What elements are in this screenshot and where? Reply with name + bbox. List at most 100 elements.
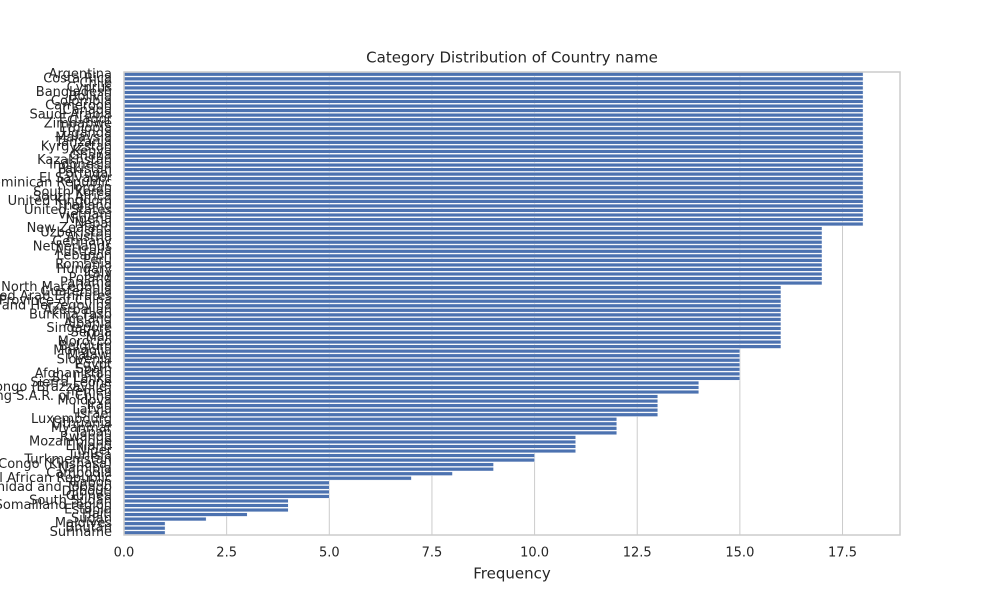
y-tick-label: Trinidad and Tobago xyxy=(0,480,112,495)
x-tick-label: 12.5 xyxy=(623,546,652,561)
y-tick-label: Costa Rica xyxy=(43,71,112,86)
y-tick-label: Italy xyxy=(84,266,113,281)
bar xyxy=(123,203,864,208)
y-tick-label: Nigeria xyxy=(65,212,112,227)
bar xyxy=(123,222,864,227)
bar xyxy=(123,303,782,308)
bar xyxy=(123,76,864,81)
bar xyxy=(123,380,700,385)
y-tick-label: Namibia xyxy=(58,462,112,477)
y-tick-label: Afghanistan xyxy=(35,366,112,381)
y-tick-label: El Salvador xyxy=(39,171,113,186)
bar xyxy=(123,498,289,503)
bar xyxy=(123,140,864,145)
y-tick-label: New Zealand xyxy=(27,221,112,236)
y-tick-label: Germany xyxy=(52,235,112,250)
y-tick-label: Cameroon xyxy=(45,99,112,114)
y-tick-label: Egypt xyxy=(74,357,112,372)
bar xyxy=(123,113,864,118)
bar xyxy=(123,389,700,395)
y-tick-label: Jordan xyxy=(70,180,112,195)
x-tick-label: 17.5 xyxy=(828,546,857,561)
y-tick-label: Burkina Faso xyxy=(29,307,112,322)
y-tick-label: Turkmenistan xyxy=(23,453,112,468)
x-tick-label: 7.5 xyxy=(422,546,443,561)
y-tick-label: United Kingdom xyxy=(8,194,112,209)
bar xyxy=(123,235,823,240)
y-tick-label: Luxembourg xyxy=(31,412,112,427)
bar xyxy=(123,321,782,326)
bar xyxy=(123,158,864,163)
y-tick-label: Peru xyxy=(83,253,112,268)
y-tick-label: Latvia xyxy=(72,403,112,418)
y-tick-label: Gabon xyxy=(70,475,113,490)
bar xyxy=(123,249,823,254)
x-tick-label: 10.0 xyxy=(520,546,549,561)
bar xyxy=(123,122,864,127)
y-tick-label: Taiwan Province of China xyxy=(0,294,112,309)
bar xyxy=(123,385,700,390)
bar xyxy=(123,81,864,86)
bar xyxy=(123,394,658,399)
y-tick-label: Haiti xyxy=(82,507,112,522)
y-tick-label: Iceland xyxy=(65,312,112,327)
x-tick-label: 15.0 xyxy=(725,546,754,561)
y-tick-label: Mozambique xyxy=(29,434,112,449)
y-tick-label: Tanzania xyxy=(54,135,112,150)
bar xyxy=(123,262,823,267)
bar xyxy=(123,294,782,299)
bar xyxy=(123,367,741,372)
y-tick-label: Kenya xyxy=(72,144,112,159)
bar xyxy=(123,517,207,522)
y-tick-label: Poland xyxy=(69,271,112,286)
y-tick-label: Vietnam xyxy=(58,207,112,222)
y-tick-label: Azerbaijan xyxy=(43,303,112,318)
y-tick-label: Moldova xyxy=(57,394,112,409)
y-tick-label: South Korea xyxy=(33,185,112,200)
bar xyxy=(123,458,535,463)
y-tick-label: Yemen xyxy=(68,385,112,400)
chart-title: Category Distribution of Country name xyxy=(366,49,658,67)
y-tick-label: Morocco xyxy=(58,335,112,350)
y-tick-label: Spain xyxy=(76,362,112,377)
y-tick-label: Uganda xyxy=(62,126,112,141)
y-tick-label: Uzbekistan xyxy=(40,226,112,241)
y-tick-label: Myanmar xyxy=(51,421,113,436)
bar xyxy=(123,453,535,458)
y-tick-label: Central African Republic xyxy=(0,471,112,486)
bar xyxy=(123,326,782,331)
bar xyxy=(123,85,864,90)
bar xyxy=(123,290,782,295)
bar xyxy=(123,408,658,413)
bar xyxy=(123,503,289,508)
y-tick-label: Djibouti xyxy=(62,484,112,499)
plot-frame xyxy=(123,71,901,536)
y-tick-label: Ethiopia xyxy=(59,121,112,136)
bar xyxy=(123,94,864,99)
bar xyxy=(123,185,864,190)
y-tick-label: Colombia xyxy=(51,94,112,109)
bar xyxy=(123,426,617,431)
bar xyxy=(123,471,453,476)
x-axis-label: Frequency xyxy=(473,565,551,583)
y-tick-label: Austria xyxy=(66,230,112,245)
bar xyxy=(123,317,782,322)
y-tick-label: South Africa xyxy=(33,189,112,204)
bar xyxy=(123,462,494,467)
y-tick-label: Netherlands xyxy=(33,239,112,254)
y-tick-label: Albania xyxy=(63,316,112,331)
y-tick-label: Kyrgyzstan xyxy=(41,139,112,154)
bar xyxy=(123,104,864,109)
y-tick-label: Sierra Leone xyxy=(30,375,112,390)
y-tick-label: Niger xyxy=(77,444,113,459)
bar xyxy=(123,258,823,263)
bar xyxy=(123,72,864,77)
bar xyxy=(123,476,412,481)
bar xyxy=(123,467,494,472)
y-tick-label: Bolivia xyxy=(69,89,112,104)
y-tick-label: Dominican Republic xyxy=(0,176,112,191)
y-tick-label: Romania xyxy=(55,257,112,272)
bar xyxy=(123,163,864,168)
bar xyxy=(123,153,864,158)
y-tick-label: Indonesia xyxy=(49,158,112,173)
